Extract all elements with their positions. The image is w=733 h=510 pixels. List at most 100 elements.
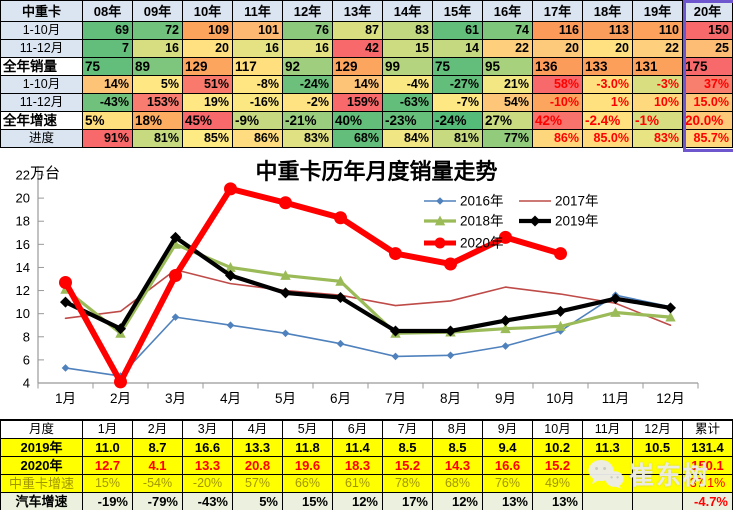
value-cell: 11.4	[332, 438, 383, 457]
value-cell: 5%	[132, 75, 183, 94]
year-header-cell: 10年	[182, 0, 233, 22]
value-cell: 22	[482, 39, 533, 58]
month-header-cell: 3月	[182, 419, 233, 439]
value-cell: 129	[182, 57, 233, 76]
value-cell: 40%	[332, 111, 383, 130]
month-header-cell: 7月	[382, 419, 433, 439]
row-label: 全年销量	[0, 57, 83, 76]
value-cell: 95	[482, 57, 533, 76]
y-tick-label: 22	[16, 168, 30, 183]
legend-item-2018年: 2018年	[424, 214, 504, 229]
value-cell: 159%	[332, 93, 383, 112]
month-header-cell: 11月	[582, 419, 633, 439]
svg-text:2016年: 2016年	[460, 194, 504, 209]
value-cell: -2%	[282, 93, 333, 112]
value-cell: 13%	[532, 492, 583, 510]
axis-unit-label: 万台	[30, 165, 61, 182]
value-cell: -43%	[182, 492, 233, 510]
sales-trend-chart: 4 6 8 10 12 14 16 18 20 22 1月 2月 3月 4月 5月 6月 7月 8月 9月 10月 11…	[0, 150, 733, 419]
value-cell: 20	[182, 39, 233, 58]
svg-text:2017年: 2017年	[555, 194, 599, 209]
value-cell: 86%	[232, 129, 283, 148]
value-cell: 9.4	[482, 438, 533, 457]
value-cell: 17%	[382, 492, 433, 510]
x-tick-label: 9月	[495, 391, 516, 406]
svg-text:2018年: 2018年	[460, 214, 504, 229]
year-header-cell: 19年	[632, 0, 683, 22]
year-header-cell: 11年	[232, 0, 283, 22]
y-tick-label: 16	[16, 237, 30, 252]
month-header-cell: 5月	[282, 419, 333, 439]
series-2017年	[64, 268, 672, 327]
row-label: 1-10月	[0, 21, 83, 40]
value-cell: 84%	[382, 129, 433, 148]
year-header-cell: 09年	[132, 0, 183, 22]
x-tick-label: 10月	[546, 391, 575, 406]
value-cell: 15%	[282, 492, 333, 510]
value-cell: -24%	[282, 75, 333, 94]
value-cell: 117	[232, 57, 283, 76]
x-tick-label: 8月	[440, 391, 461, 406]
value-cell: 109	[182, 21, 233, 40]
x-tick-label: 5月	[275, 391, 296, 406]
value-cell: 19%	[182, 93, 233, 112]
value-cell: -21%	[282, 111, 333, 130]
x-tick-label: 3月	[165, 391, 186, 406]
row-label: 进度	[0, 129, 83, 148]
row-label: 汽车增速	[0, 492, 83, 510]
year-header-cell: 中重卡	[0, 0, 83, 22]
line-chart: 4 6 8 10 12 14 16 18 20 22 1月 2月 3月 4月 5月 6月 7月 8月 9月 10月 11…	[16, 166, 699, 406]
value-cell: 12%	[332, 492, 383, 510]
series-2020年	[59, 182, 567, 389]
value-cell: 131.4	[682, 438, 733, 457]
value-cell: 13.3	[182, 456, 233, 475]
month-header-cell: 10月	[532, 419, 583, 439]
x-tick-label: 7月	[385, 391, 406, 406]
value-cell: 15.0%	[682, 93, 733, 112]
value-cell: -19%	[82, 492, 133, 510]
value-cell: 37.1%	[682, 474, 733, 493]
value-cell: 8.7	[132, 438, 183, 457]
series-2019年	[60, 231, 676, 337]
value-cell: 78%	[382, 474, 433, 493]
value-cell	[582, 492, 633, 510]
value-cell: 51%	[182, 75, 233, 94]
value-cell: 83	[382, 21, 433, 40]
value-cell: 75	[432, 57, 483, 76]
month-header-cell: 2月	[132, 419, 183, 439]
year-header-cell: 16年	[482, 0, 533, 22]
value-cell: 20	[532, 39, 583, 58]
value-cell: 85.0%	[582, 129, 633, 148]
x-tick-label: 2月	[110, 391, 131, 406]
value-cell: 76%	[482, 474, 533, 493]
x-tick-label: 1月	[55, 391, 76, 406]
year-header-cell: 20年	[682, 0, 733, 22]
value-cell: -1%	[632, 111, 683, 130]
row-label: 2019年	[0, 438, 83, 457]
value-cell: -20%	[182, 474, 233, 493]
month-header-cell: 1月	[82, 419, 133, 439]
year-header-cell: 14年	[382, 0, 433, 22]
value-cell: 1%	[582, 93, 633, 112]
y-tick-label: 6	[23, 352, 30, 367]
value-cell: 131	[632, 57, 683, 76]
value-cell: 68%	[332, 129, 383, 148]
value-cell: 110	[632, 21, 683, 40]
y-tick-label: 8	[23, 329, 30, 344]
value-cell: 116	[532, 21, 583, 40]
value-cell: -43%	[82, 93, 133, 112]
value-cell: 45%	[182, 111, 233, 130]
x-tick-label: 4月	[220, 391, 241, 406]
value-cell: 83%	[282, 129, 333, 148]
value-cell: 10%	[632, 93, 683, 112]
month-header-cell: 9月	[482, 419, 533, 439]
legend-item-2016年: 2016年	[424, 194, 504, 209]
value-cell: 22	[632, 39, 683, 58]
year-header-cell: 12年	[282, 0, 333, 22]
value-cell: -23%	[382, 111, 433, 130]
value-cell: 27%	[482, 111, 533, 130]
value-cell: 5%	[232, 492, 283, 510]
y-tick-label: 14	[16, 260, 30, 275]
year-header-cell: 15年	[432, 0, 483, 22]
yearly-summary-table: 中重卡 08年 09年 10年 11年 12年 13年 14年 15年 16年 17年 18年 19年 2…	[0, 0, 733, 148]
